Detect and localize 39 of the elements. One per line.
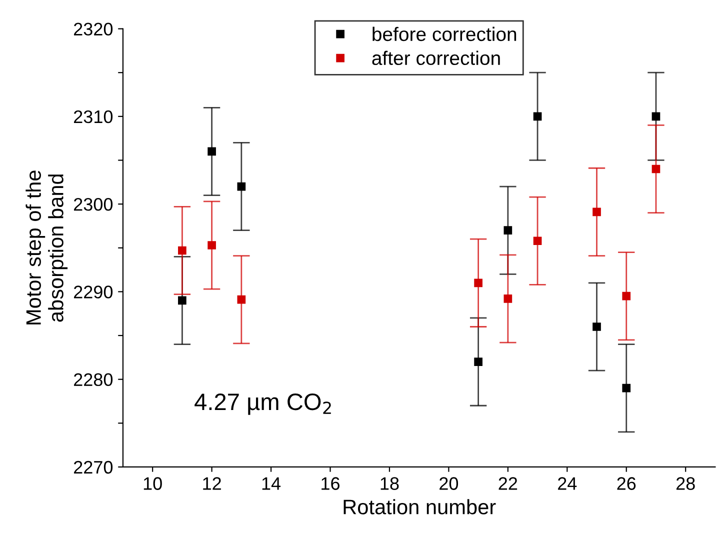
point [592, 322, 601, 331]
point [178, 246, 186, 255]
point [237, 295, 246, 304]
x-tick-label: 20 [440, 477, 458, 490]
x-tick-label: 22 [498, 477, 518, 490]
point [208, 147, 216, 156]
y-tick-label: 2290 [74, 286, 113, 298]
y-axis-title: Motor step of the absorption band [26, 170, 68, 324]
x-tick-label: 10 [144, 477, 162, 490]
point [504, 226, 512, 235]
annotation: 4.27 µm CO$_{2}$ [194, 393, 331, 415]
legend-label: before correction [372, 26, 516, 42]
y-tick-label: 2310 [74, 110, 113, 124]
x-tick-label: 26 [617, 477, 636, 490]
x-tick-label: 12 [203, 477, 221, 490]
y-tick-label: 2320 [74, 22, 113, 36]
x-tick-label: 28 [676, 477, 695, 490]
point [474, 278, 482, 288]
point [178, 296, 186, 305]
point [652, 112, 660, 121]
y-tick-label: 2270 [74, 460, 113, 474]
x-tick-label: 14 [262, 477, 281, 490]
point [652, 164, 660, 174]
point [474, 358, 482, 366]
legend-label: after correction [372, 50, 500, 66]
x-tick-label: 24 [558, 477, 577, 490]
x-axis-title: Rotation number [344, 499, 496, 514]
y-tick-label: 2300 [74, 198, 113, 211]
y-tick-label: 2280 [74, 373, 113, 386]
x-tick-label: 16 [322, 477, 340, 490]
x-tick-label: 18 [380, 477, 399, 490]
point [533, 112, 542, 121]
point [533, 236, 542, 246]
point [237, 182, 246, 191]
point [622, 292, 631, 300]
point [622, 384, 631, 392]
point [592, 208, 601, 216]
point [208, 241, 216, 250]
point [504, 294, 512, 303]
